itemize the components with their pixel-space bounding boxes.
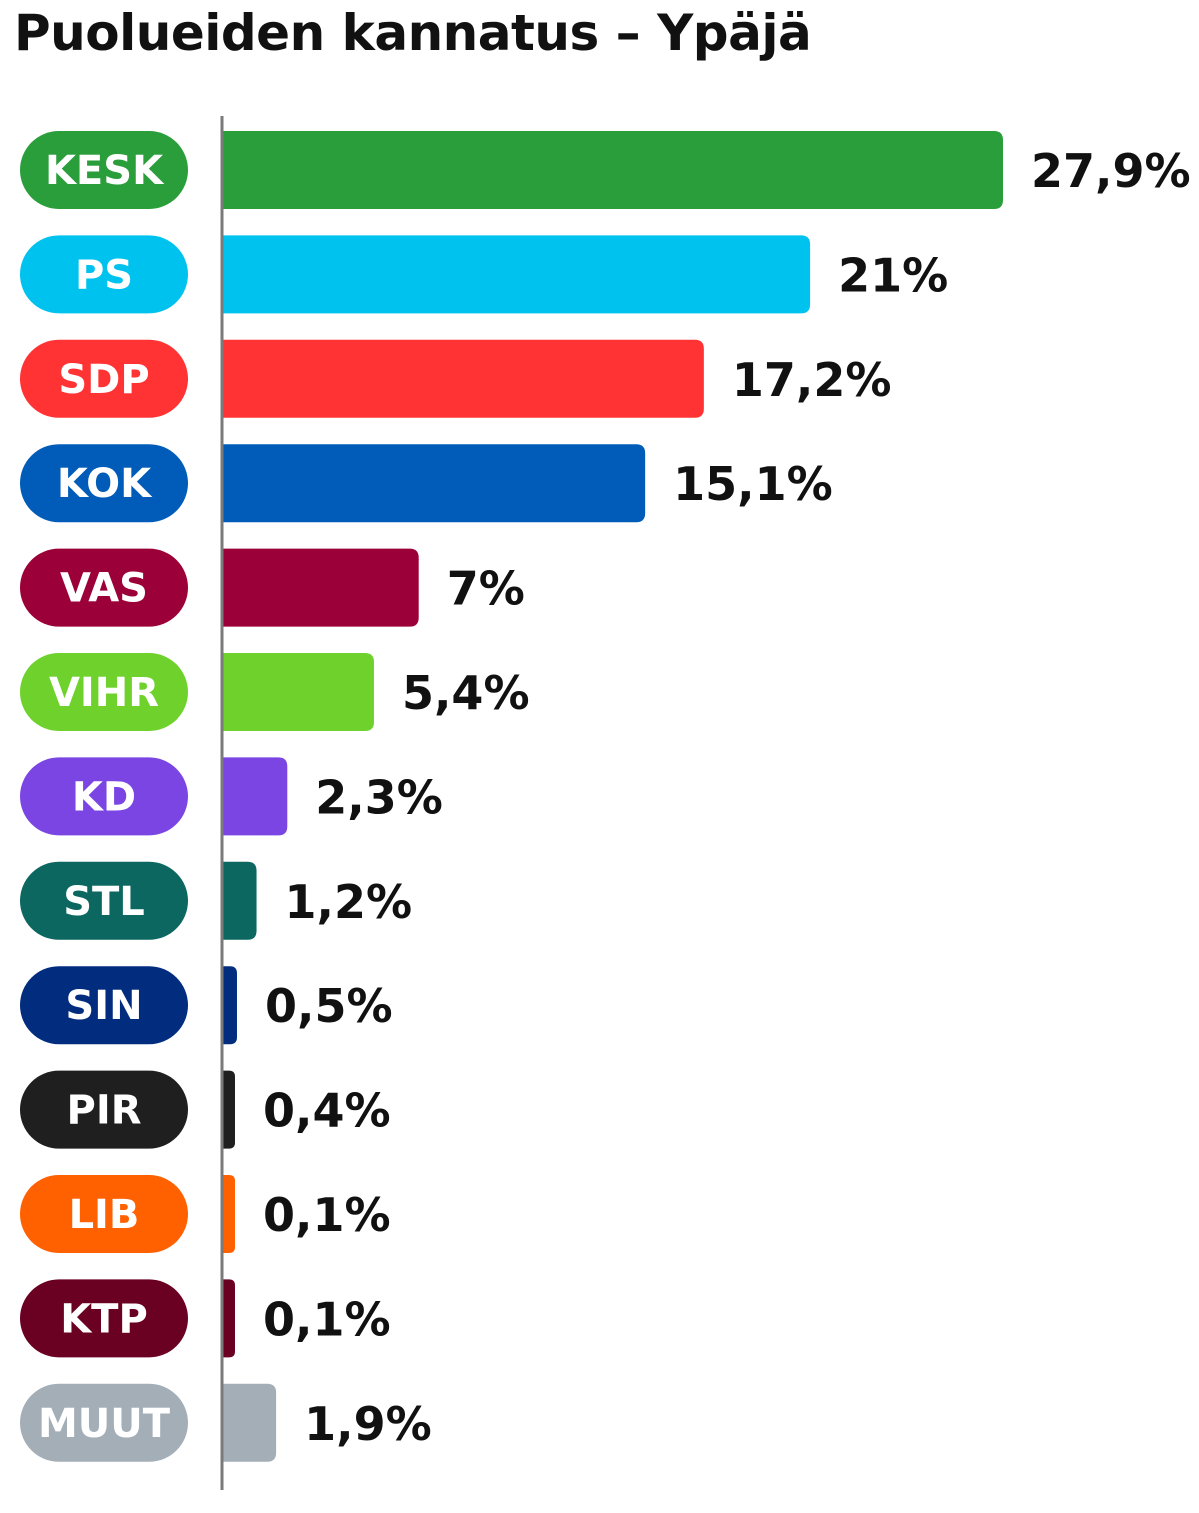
value-label-kesk: 27,9% bbox=[1031, 144, 1191, 198]
value-label-vihr: 5,4% bbox=[402, 666, 530, 720]
party-pill-vihr bbox=[20, 653, 188, 731]
party-label-vihr: VIHR bbox=[49, 670, 159, 716]
party-pill-ps bbox=[20, 235, 188, 314]
bar-pir bbox=[223, 1070, 235, 1149]
party-pill-kesk bbox=[20, 131, 188, 209]
party-pill-vas bbox=[20, 548, 188, 627]
value-label-sin: 0,5% bbox=[265, 979, 393, 1033]
party-pill-muut bbox=[20, 1383, 188, 1462]
bar-kd bbox=[223, 757, 288, 836]
bar-ps bbox=[223, 235, 811, 314]
value-label-lib: 0,1% bbox=[263, 1188, 391, 1242]
bar-kok bbox=[223, 444, 646, 523]
party-pill-ktp bbox=[20, 1279, 188, 1358]
party-label-kesk: KESK bbox=[45, 148, 165, 194]
party-label-ktp: KTP bbox=[60, 1296, 148, 1342]
value-label-muut: 1,9% bbox=[304, 1397, 432, 1451]
party-pill-stl bbox=[20, 861, 188, 940]
bar-stl bbox=[223, 861, 257, 940]
value-label-kd: 2,3% bbox=[315, 770, 443, 824]
bar-ktp bbox=[223, 1279, 235, 1358]
party-pill-kd bbox=[20, 757, 188, 836]
party-label-kd: KD bbox=[72, 774, 136, 820]
bar-kesk bbox=[223, 131, 1003, 209]
value-label-pir: 0,4% bbox=[263, 1084, 391, 1138]
party-label-stl: STL bbox=[63, 879, 145, 925]
party-pill-sin bbox=[20, 966, 188, 1045]
party-pill-pir bbox=[20, 1070, 188, 1149]
party-pill-sdp bbox=[20, 339, 188, 418]
bar-sin bbox=[223, 966, 237, 1045]
bar-vihr bbox=[223, 653, 374, 731]
value-label-sdp: 17,2% bbox=[732, 353, 892, 407]
party-pill-kok bbox=[20, 444, 188, 523]
bar-lib bbox=[223, 1175, 235, 1253]
party-label-sdp: SDP bbox=[58, 357, 149, 403]
value-label-vas: 7% bbox=[447, 562, 525, 616]
party-label-kok: KOK bbox=[57, 461, 153, 507]
party-pill-lib bbox=[20, 1175, 188, 1253]
party-label-vas: VAS bbox=[60, 566, 148, 612]
bar-muut bbox=[223, 1383, 277, 1462]
party-label-lib: LIB bbox=[69, 1192, 140, 1238]
value-label-kok: 15,1% bbox=[673, 457, 833, 511]
party-label-muut: MUUT bbox=[38, 1401, 171, 1447]
bar-vas bbox=[223, 548, 419, 627]
value-label-stl: 1,2% bbox=[285, 875, 413, 929]
value-label-ps: 21% bbox=[838, 248, 948, 302]
party-label-sin: SIN bbox=[65, 983, 142, 1029]
bar-sdp bbox=[223, 339, 704, 418]
chart-title: Puolueiden kannatus – Ypäjä bbox=[14, 4, 812, 62]
value-label-ktp: 0,1% bbox=[263, 1292, 391, 1346]
party-label-pir: PIR bbox=[67, 1088, 142, 1134]
party-label-ps: PS bbox=[75, 252, 133, 298]
